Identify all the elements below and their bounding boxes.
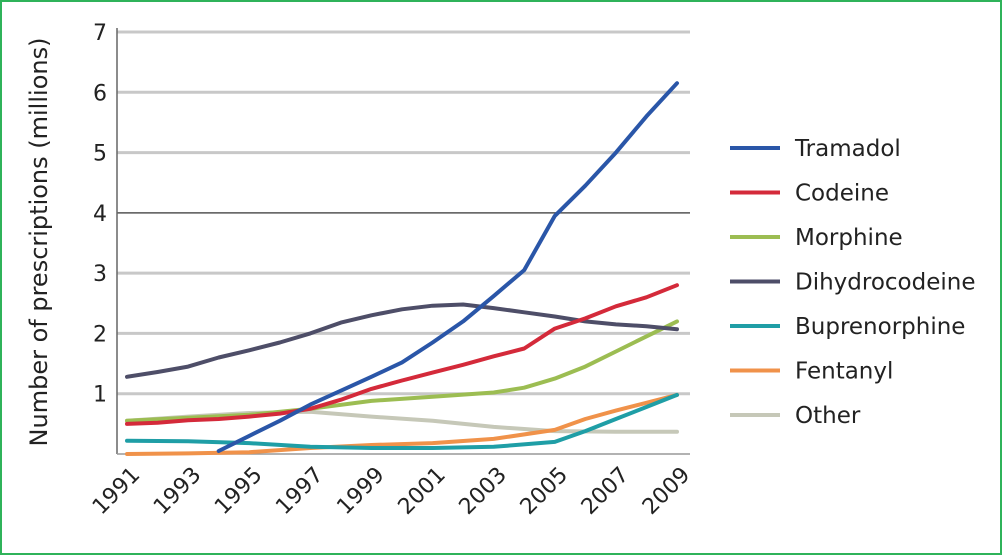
series-line-buprenorphine	[125, 392, 679, 450]
y-tick-label: 4	[93, 202, 107, 227]
y-tick-label: 6	[93, 81, 107, 106]
x-tick-label: 1997	[271, 463, 328, 520]
y-tick-label: 2	[93, 322, 107, 347]
legend-label: Fentanyl	[795, 359, 893, 385]
x-tick-label: 1993	[149, 463, 206, 520]
legend-label: Buprenorphine	[795, 314, 965, 340]
x-tick-label: 2007	[577, 463, 634, 520]
x-tick-label: 1999	[332, 463, 389, 520]
legend: Tramadol Codeine Morphine Dihydrocodeine Bup…	[730, 136, 976, 429]
y-tick-labels: 1 2 3 4 5 6 7	[93, 21, 107, 408]
x-tick-label: 1995	[210, 463, 267, 520]
y-axis-label: Number of prescriptions (millions)	[25, 38, 53, 447]
x-tick-label: 2005	[516, 463, 573, 520]
legend-label: Dihydrocodeine	[795, 270, 976, 296]
y-tick-label: 1	[93, 383, 107, 408]
series-line-morphine	[125, 319, 679, 423]
y-tick-label: 5	[93, 142, 107, 167]
series-lines	[125, 81, 679, 456]
series-line-tramadol	[216, 81, 679, 453]
x-tick-label: 2001	[394, 463, 451, 520]
x-tick-label: 2003	[455, 463, 512, 520]
y-tick-label: 7	[93, 21, 107, 46]
series-line-fentanyl	[125, 392, 679, 456]
legend-label: Morphine	[795, 225, 903, 251]
legend-label: Codeine	[795, 181, 889, 207]
series-line-codeine	[125, 283, 679, 426]
x-tick-label: 1991	[88, 463, 145, 520]
series-line-dihydrocodeine	[125, 302, 679, 379]
x-tick-labels: 1991 1993 1995 1997 1999 2001 2003 2005 2007 2009	[88, 463, 695, 520]
gridlines	[117, 30, 690, 396]
legend-label: Other	[795, 403, 861, 429]
y-tick-label: 3	[93, 262, 107, 287]
legend-label: Tramadol	[794, 136, 901, 162]
x-tick-label: 2009	[638, 463, 695, 520]
